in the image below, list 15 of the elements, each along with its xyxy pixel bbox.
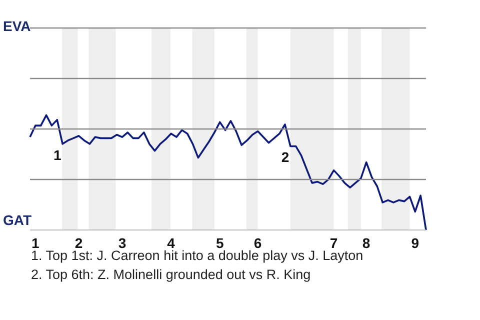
x-tick-label: 1 bbox=[32, 234, 40, 251]
annotation: 1 bbox=[54, 146, 62, 163]
annotation: GAT bbox=[3, 212, 32, 228]
x-tick-label: 5 bbox=[216, 234, 224, 251]
x-tick-label: 9 bbox=[411, 234, 420, 251]
x-tick-label: 7 bbox=[330, 234, 338, 251]
x-tick-label: 8 bbox=[362, 234, 370, 251]
x-tick-label: 4 bbox=[167, 234, 176, 251]
text: EVA bbox=[3, 18, 31, 34]
x-tick-label: 6 bbox=[254, 234, 262, 251]
x-tick-label: 2 bbox=[74, 234, 83, 251]
text: 2. Top 6th: Z. Molinelli grounded out vs R. King bbox=[31, 266, 312, 284]
annotation: 2 bbox=[281, 149, 290, 166]
x-tick-label: 3 bbox=[118, 234, 126, 251]
text: 1. Top 1st: J. Carreon hit into a double play vs J. Layton bbox=[31, 248, 364, 265]
